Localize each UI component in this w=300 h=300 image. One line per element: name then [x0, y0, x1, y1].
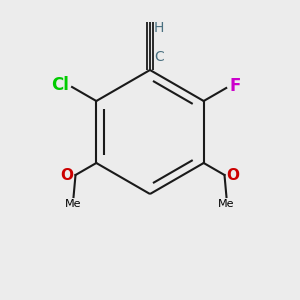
Text: Me: Me [65, 199, 82, 209]
Text: Cl: Cl [51, 76, 69, 94]
Text: H: H [154, 21, 164, 35]
Text: F: F [229, 77, 241, 95]
Text: Me: Me [218, 199, 235, 209]
Text: O: O [226, 167, 239, 182]
Text: O: O [61, 167, 74, 182]
Text: C: C [154, 50, 164, 64]
